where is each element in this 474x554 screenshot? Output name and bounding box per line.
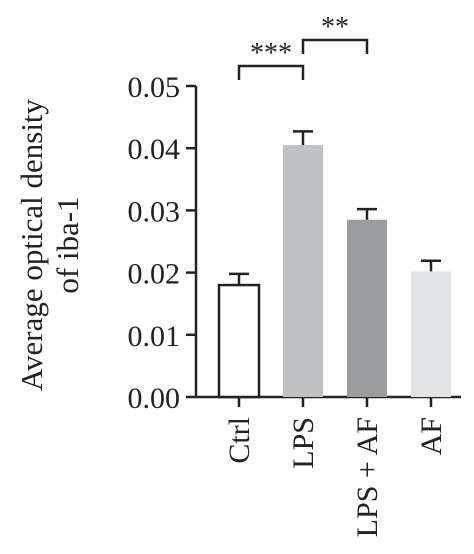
significance-label: **: [321, 12, 349, 43]
x-tick-labels: Ctrl LPS LPS + AF AF: [223, 417, 448, 537]
bar-lps: [283, 145, 323, 397]
y-tick-label: 0.02: [128, 258, 181, 291]
bar-lps-af: [347, 219, 387, 397]
x-tick-label: LPS + AF: [351, 417, 384, 537]
significance-bracket: [237, 64, 305, 80]
bars: [217, 145, 451, 399]
error-bars: [229, 130, 441, 286]
y-tick-labels: 0.00 0.01 0.02 0.03 0.04 0.05: [128, 71, 181, 415]
y-axis-label-line-2: of iba-1: [50, 196, 85, 293]
bar-ctrl: [217, 283, 261, 399]
y-tick-label: 0.01: [128, 320, 181, 353]
y-tick-label: 0.03: [128, 195, 181, 228]
y-axis-label-line-1: Average optical density: [14, 98, 49, 391]
y-tick-label: 0.05: [128, 71, 181, 104]
significance-label: ***: [250, 38, 292, 69]
significance-brackets: *****: [237, 12, 369, 80]
x-tick-label: LPS: [287, 417, 320, 469]
x-tick-label: Ctrl: [223, 417, 256, 464]
significance-bracket: [301, 38, 369, 54]
x-tick-label: AF: [415, 417, 448, 455]
y-axis-label: Average optical density of iba-1: [14, 98, 85, 391]
bar-af: [411, 271, 451, 397]
y-tick-label: 0.00: [128, 382, 181, 415]
y-tick-label: 0.04: [128, 133, 181, 166]
